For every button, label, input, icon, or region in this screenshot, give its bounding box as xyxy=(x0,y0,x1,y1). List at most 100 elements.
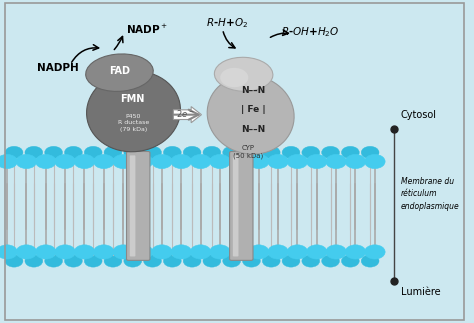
Circle shape xyxy=(243,255,260,267)
FancyBboxPatch shape xyxy=(233,155,238,256)
Circle shape xyxy=(365,154,385,169)
Circle shape xyxy=(45,255,63,267)
Ellipse shape xyxy=(207,75,294,154)
Circle shape xyxy=(132,154,153,169)
Circle shape xyxy=(262,255,280,267)
Circle shape xyxy=(229,245,250,259)
Text: Lumière: Lumière xyxy=(401,287,440,297)
Circle shape xyxy=(5,255,23,267)
Circle shape xyxy=(16,245,36,259)
Circle shape xyxy=(124,146,142,159)
Circle shape xyxy=(171,245,191,259)
Circle shape xyxy=(345,245,366,259)
Circle shape xyxy=(341,255,359,267)
Circle shape xyxy=(190,245,211,259)
Circle shape xyxy=(25,146,43,159)
Text: P450
R ductase
(79 kDa): P450 R ductase (79 kDa) xyxy=(118,114,149,132)
Circle shape xyxy=(55,154,75,169)
Circle shape xyxy=(104,146,122,159)
Circle shape xyxy=(203,146,221,159)
Circle shape xyxy=(282,146,300,159)
Circle shape xyxy=(345,154,366,169)
Circle shape xyxy=(306,245,327,259)
Circle shape xyxy=(183,255,201,267)
Text: FAD: FAD xyxy=(109,66,130,76)
Circle shape xyxy=(171,154,191,169)
Circle shape xyxy=(55,245,75,259)
Circle shape xyxy=(113,154,134,169)
Circle shape xyxy=(25,255,43,267)
Circle shape xyxy=(164,255,181,267)
Text: $R$-$H$+$O_2$: $R$-$H$+$O_2$ xyxy=(206,16,248,29)
Circle shape xyxy=(229,154,250,169)
Text: N––N: N––N xyxy=(241,125,265,134)
Text: FMN: FMN xyxy=(120,94,144,103)
FancyBboxPatch shape xyxy=(229,151,253,260)
Circle shape xyxy=(16,154,36,169)
Ellipse shape xyxy=(214,57,273,91)
Circle shape xyxy=(144,146,162,159)
Circle shape xyxy=(302,255,319,267)
Circle shape xyxy=(203,255,221,267)
Circle shape xyxy=(223,146,241,159)
Circle shape xyxy=(302,146,319,159)
Circle shape xyxy=(243,146,260,159)
Ellipse shape xyxy=(87,71,181,152)
Circle shape xyxy=(152,245,172,259)
Circle shape xyxy=(282,255,300,267)
Circle shape xyxy=(268,154,288,169)
Ellipse shape xyxy=(220,68,248,87)
Text: NADPH: NADPH xyxy=(37,63,79,73)
Circle shape xyxy=(361,146,379,159)
Circle shape xyxy=(322,146,339,159)
Circle shape xyxy=(93,154,114,169)
Text: $R$-$OH$+$H_2O$: $R$-$OH$+$H_2O$ xyxy=(281,26,340,39)
Text: | Fe |: | Fe | xyxy=(241,105,265,114)
Circle shape xyxy=(0,245,18,259)
Circle shape xyxy=(326,245,346,259)
Circle shape xyxy=(223,255,241,267)
Text: $2e^-$: $2e^-$ xyxy=(176,108,194,119)
Circle shape xyxy=(124,255,142,267)
Circle shape xyxy=(210,245,230,259)
Circle shape xyxy=(113,245,134,259)
Text: Membrane du
réticulum
endoplasmique: Membrane du réticulum endoplasmique xyxy=(401,177,459,211)
Circle shape xyxy=(365,245,385,259)
Circle shape xyxy=(0,154,18,169)
Circle shape xyxy=(152,154,172,169)
Circle shape xyxy=(183,146,201,159)
Circle shape xyxy=(64,146,82,159)
Circle shape xyxy=(361,255,379,267)
Circle shape xyxy=(248,154,269,169)
Circle shape xyxy=(144,255,162,267)
Circle shape xyxy=(248,245,269,259)
Circle shape xyxy=(84,255,102,267)
Text: Cytosol: Cytosol xyxy=(401,110,437,120)
Circle shape xyxy=(268,245,288,259)
Circle shape xyxy=(306,154,327,169)
Circle shape xyxy=(5,146,23,159)
FancyBboxPatch shape xyxy=(130,155,136,256)
Circle shape xyxy=(64,255,82,267)
Circle shape xyxy=(104,255,122,267)
Circle shape xyxy=(74,245,95,259)
Circle shape xyxy=(132,245,153,259)
Circle shape xyxy=(36,154,56,169)
Ellipse shape xyxy=(86,54,153,91)
Circle shape xyxy=(341,146,359,159)
Circle shape xyxy=(287,245,308,259)
Circle shape xyxy=(84,146,102,159)
Text: NADP$^+$: NADP$^+$ xyxy=(126,23,167,36)
FancyArrow shape xyxy=(173,107,201,123)
Circle shape xyxy=(322,255,339,267)
Circle shape xyxy=(190,154,211,169)
Circle shape xyxy=(262,146,280,159)
Circle shape xyxy=(326,154,346,169)
Circle shape xyxy=(210,154,230,169)
Text: N––N: N––N xyxy=(241,86,265,95)
Circle shape xyxy=(36,245,56,259)
Circle shape xyxy=(93,245,114,259)
Circle shape xyxy=(74,154,95,169)
Circle shape xyxy=(164,146,181,159)
Circle shape xyxy=(287,154,308,169)
